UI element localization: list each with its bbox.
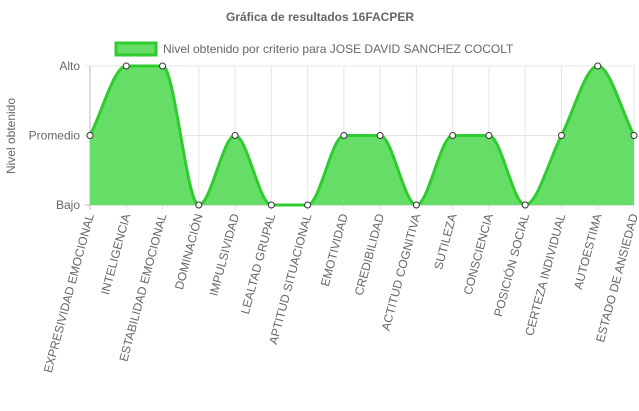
- legend-swatch: [114, 41, 158, 57]
- x-tick-label: SUTILEZA: [431, 212, 459, 271]
- x-tick-label: CREDIBILIDAD: [352, 212, 387, 297]
- legend-label: Nivel obtenido por criterio para JOSE DA…: [163, 42, 514, 56]
- data-point[interactable]: [376, 132, 384, 139]
- x-tick-labels: EXPRESIVIDAD EMOCIONAL INTELIGENCIAESTABI…: [41, 212, 639, 375]
- data-point[interactable]: [159, 62, 167, 70]
- series-area: [88, 64, 636, 207]
- x-tick-label: AUTOESTIMA: [571, 212, 605, 291]
- x-tick-label: CONSCIENCIA: [461, 212, 496, 296]
- y-axis-label: Nivel obtenido: [4, 98, 18, 174]
- data-point[interactable]: [485, 132, 493, 139]
- data-point[interactable]: [630, 132, 638, 139]
- x-tick-label: INTELIGENCIA: [98, 212, 133, 296]
- x-tick-label: ACTITUD COGNITIVA: [379, 212, 424, 332]
- data-points[interactable]: [86, 62, 638, 209]
- x-tick-label: DOMINACIÓN: [171, 212, 206, 291]
- data-point[interactable]: [231, 132, 239, 139]
- x-tick-label: EXPRESIVIDAD EMOCIONAL: [41, 212, 97, 374]
- y-tick-labels: Bajo Promedio Alto: [29, 59, 81, 212]
- data-point[interactable]: [557, 132, 565, 139]
- data-point[interactable]: [304, 201, 312, 209]
- data-point[interactable]: [267, 201, 275, 209]
- data-point[interactable]: [521, 201, 529, 209]
- data-point[interactable]: [340, 132, 348, 139]
- y-tick-label: Alto: [59, 59, 80, 73]
- y-tick-label: Promedio: [29, 129, 81, 143]
- data-point[interactable]: [594, 62, 602, 70]
- y-tick-label: Bajo: [56, 198, 80, 212]
- data-point[interactable]: [412, 201, 420, 209]
- data-point[interactable]: [86, 132, 94, 139]
- data-point[interactable]: [449, 132, 457, 139]
- x-tick-label: IMPULSIVIDAD: [207, 212, 243, 298]
- data-point[interactable]: [122, 62, 130, 70]
- chart-title: Gráfica de resultados 16FACPER: [226, 10, 414, 24]
- series-line: [88, 64, 636, 207]
- x-tick-label: LEALTAD GRUPAL: [238, 212, 278, 316]
- x-tick-label: CERTEZA INDIVIDUAL: [522, 212, 568, 337]
- x-tick-label: POSICIÓN SOCIAL: [490, 212, 532, 319]
- x-tick-label: EMOTIVIDAD: [318, 212, 351, 288]
- legend[interactable]: Nivel obtenido por criterio para JOSE DA…: [114, 41, 514, 57]
- data-point[interactable]: [195, 201, 203, 209]
